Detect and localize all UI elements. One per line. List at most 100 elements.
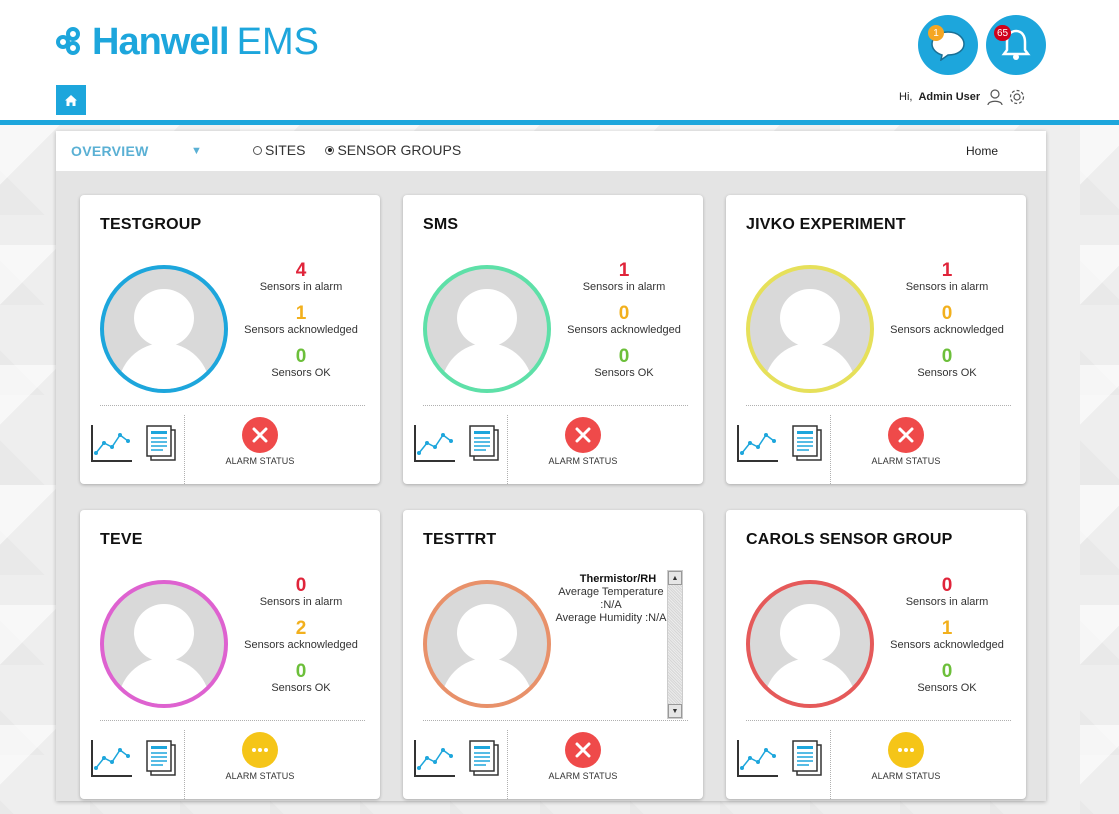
acknowledged-count-label: Sensors acknowledged [567,324,681,336]
alarm-status[interactable]: ALARM STATUS [220,417,300,466]
sensor-group-card[interactable]: JIVKO EXPERIMENT 1 Sensors in alarm 0 Se… [726,195,1026,484]
ok-count-label: Sensors OK [271,682,331,694]
ok-count: 0 [295,661,307,682]
line-chart-icon[interactable] [90,738,134,778]
user-profile-icon[interactable] [986,88,1004,106]
acknowledged-count: 1 [941,618,953,639]
line-chart-icon[interactable] [736,738,780,778]
alarm-status[interactable]: ALARM STATUS [866,732,946,781]
divider [184,730,185,799]
group-avatar [100,580,228,708]
ok-count-label: Sensors OK [594,367,654,379]
report-icon[interactable] [145,739,177,777]
alarm-status[interactable]: ALARM STATUS [543,417,623,466]
acknowledged-count-label: Sensors acknowledged [244,324,358,336]
line-chart-icon[interactable] [413,738,457,778]
sensor-stats: 0 Sensors in alarm 1 Sensors acknowledge… [876,576,1018,705]
report-icon[interactable] [791,424,823,462]
ok-count: 0 [295,346,307,367]
sensor-stats: 0 Sensors in alarm 2 Sensors acknowledge… [230,576,372,705]
close-icon [242,417,278,453]
sensor-group-card[interactable]: CAROLS SENSOR GROUP 0 Sensors in alarm 1… [726,510,1026,799]
acknowledged-count: 0 [941,303,953,324]
card-title: SMS [423,216,459,233]
acknowledged-count-label: Sensors acknowledged [890,324,1004,336]
chevron-down-icon[interactable]: ▼ [191,145,202,157]
acknowledged-count-label: Sensors acknowledged [244,639,358,651]
ok-count: 0 [941,661,953,682]
more-icon [242,732,278,768]
brand-product: EMS [236,20,319,63]
alarm-status[interactable]: ALARM STATUS [866,417,946,466]
alarm-status-label: ALARM STATUS [871,456,941,466]
acknowledged-count-label: Sensors acknowledged [890,639,1004,651]
divider [184,415,185,484]
sensor-group-card[interactable]: SMS 1 Sensors in alarm 0 Sensors acknowl… [403,195,703,484]
radio-sites-label[interactable]: SITES [265,142,306,158]
average-humidity: Average Humidity :N/A [555,612,667,624]
alarm-status-label: ALARM STATUS [225,456,295,466]
radio-sensor-groups[interactable] [325,145,335,155]
divider [100,720,365,721]
sensor-group-card[interactable]: TEVE 0 Sensors in alarm 2 Sensors acknow… [80,510,380,799]
brand-logo[interactable]: Hanwell EMS [56,20,319,64]
divider [423,720,688,721]
alarm-count: 4 [295,260,307,281]
card-title: TESTGROUP [100,216,202,233]
divider [830,730,831,799]
divider [746,720,1011,721]
user-area: Hi, Admin User [899,88,1026,106]
radio-sites[interactable] [253,145,262,155]
close-icon [565,732,601,768]
alarm-status-label: ALARM STATUS [871,771,941,781]
sensor-group-card[interactable]: TESTGROUP 4 Sensors in alarm 1 Sensors a… [80,195,380,484]
divider [746,405,1011,406]
view-mode-radio-group: SITES SENSOR GROUPS [253,142,481,158]
sensor-type-title: Thermistor/RH [579,573,657,585]
alarm-count: 1 [618,260,630,281]
report-icon[interactable] [468,424,500,462]
info-scrollbar[interactable]: ▲ ▼ [667,570,683,719]
messages-button[interactable]: 1 [918,15,978,75]
line-chart-icon[interactable] [736,423,780,463]
more-icon [888,732,924,768]
close-icon [888,417,924,453]
line-chart-icon[interactable] [413,423,457,463]
sensor-stats: 1 Sensors in alarm 0 Sensors acknowledge… [553,261,695,390]
divider [423,405,688,406]
card-title: JIVKO EXPERIMENT [746,216,906,233]
breadcrumb-home[interactable]: Home [966,144,999,158]
report-icon[interactable] [791,739,823,777]
acknowledged-count: 0 [618,303,630,324]
messages-badge: 1 [928,25,944,41]
report-icon[interactable] [468,739,500,777]
user-name: Admin User [918,91,981,103]
gear-icon[interactable] [1008,88,1026,106]
overview-dropdown-label[interactable]: OVERVIEW [71,143,149,159]
line-chart-icon[interactable] [90,423,134,463]
scroll-down-icon[interactable]: ▼ [668,704,682,718]
ok-count-label: Sensors OK [917,682,977,694]
hanwell-logo-icon [56,27,90,57]
scroll-up-icon[interactable]: ▲ [668,571,682,585]
sensor-info-panel: Thermistor/RH Average Temperature :N/A A… [553,570,683,718]
sensor-stats: 4 Sensors in alarm 1 Sensors acknowledge… [230,261,372,390]
radio-sensor-groups-label[interactable]: SENSOR GROUPS [337,142,462,158]
alarm-count-label: Sensors in alarm [582,281,666,293]
brand-name: Hanwell [92,20,230,63]
alarms-button[interactable]: 65 [986,15,1046,75]
app-header: Hanwell EMS 1 65 Hi, Admin User [0,0,1119,122]
alarm-count-label: Sensors in alarm [905,281,989,293]
alarm-status[interactable]: ALARM STATUS [220,732,300,781]
alarms-badge: 65 [994,25,1012,41]
group-avatar [100,265,228,393]
report-icon[interactable] [145,424,177,462]
home-button[interactable] [56,85,86,115]
sensor-group-card[interactable]: TESTTRT Thermistor/RH Average Temperatur… [403,510,703,799]
group-avatar [423,265,551,393]
sensor-stats: 1 Sensors in alarm 0 Sensors acknowledge… [876,261,1018,390]
card-title: CAROLS SENSOR GROUP [746,531,953,548]
header-divider [0,120,1119,125]
home-icon [65,94,77,106]
alarm-status[interactable]: ALARM STATUS [543,732,623,781]
